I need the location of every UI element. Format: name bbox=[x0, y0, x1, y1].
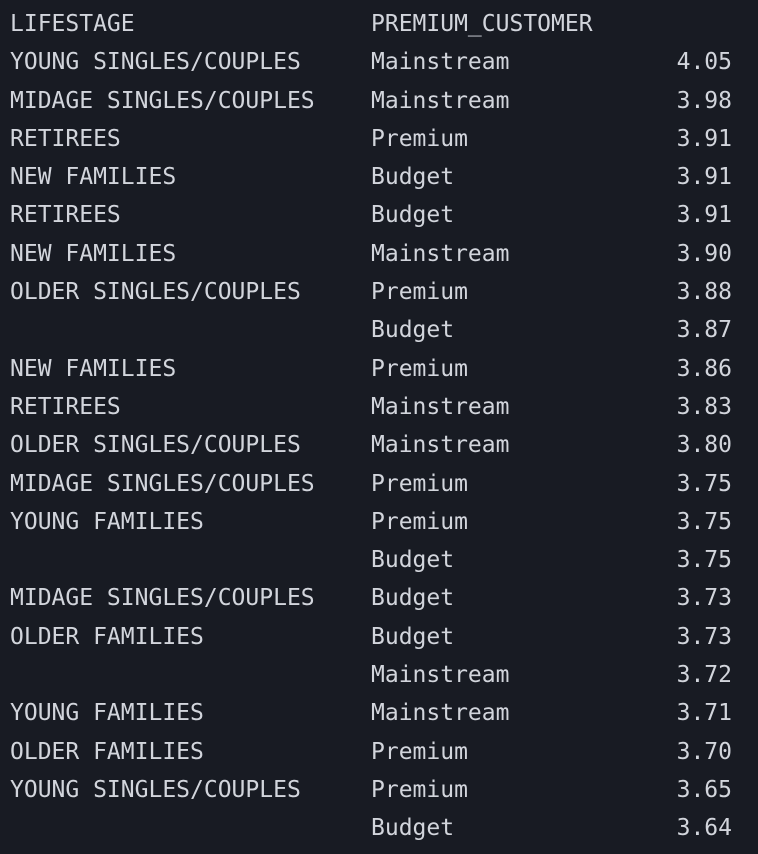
lifestage-cell: YOUNG SINGLES/COUPLES bbox=[10, 776, 301, 803]
lifestage-cell: OLDER SINGLES/COUPLES bbox=[10, 279, 301, 306]
premium-customer-cell: Premium bbox=[371, 279, 468, 306]
value-cell: 3.98 bbox=[676, 87, 732, 114]
lifestage-cell: NEW FAMILIES bbox=[10, 355, 177, 382]
table-row: Budget 3.75 bbox=[0, 541, 758, 579]
table-row: OLDER SINGLES/COUPLES Mainstream 3.80 bbox=[0, 426, 758, 464]
value-cell: 3.91 bbox=[676, 125, 732, 152]
premium-customer-cell: Premium bbox=[371, 776, 468, 803]
value-cell: 3.72 bbox=[676, 662, 732, 689]
lifestage-cell: NEW FAMILIES bbox=[10, 240, 177, 267]
premium-customer-cell: Mainstream bbox=[371, 240, 510, 267]
premium-customer-cell: Mainstream bbox=[371, 700, 510, 727]
lifestage-cell: RETIREES bbox=[10, 125, 121, 152]
premium-customer-cell: Premium bbox=[371, 738, 468, 765]
table-body: YOUNG SINGLES/COUPLES Mainstream 4.05 MIDAG… bbox=[0, 43, 758, 847]
lifestage-cell: NEW FAMILIES bbox=[10, 164, 177, 191]
table-row: MIDAGE SINGLES/COUPLES Mainstream 3.98 bbox=[0, 82, 758, 120]
value-cell: 3.87 bbox=[676, 317, 732, 344]
table-row: YOUNG FAMILIES Premium 3.75 bbox=[0, 503, 758, 541]
table-row: NEW FAMILIES Mainstream 3.90 bbox=[0, 235, 758, 273]
value-cell: 3.90 bbox=[676, 240, 732, 267]
premium-customer-cell: Budget bbox=[371, 164, 455, 191]
value-cell: 3.75 bbox=[676, 547, 732, 574]
lifestage-cell: OLDER FAMILIES bbox=[10, 738, 204, 765]
lifestage-cell: OLDER SINGLES/COUPLES bbox=[10, 432, 301, 459]
table-row: RETIREES Premium 3.91 bbox=[0, 120, 758, 158]
premium-customer-cell: Mainstream bbox=[371, 432, 510, 459]
lifestage-cell: MIDAGE SINGLES/COUPLES bbox=[10, 87, 315, 114]
table-row: MIDAGE SINGLES/COUPLES Budget 3.73 bbox=[0, 579, 758, 617]
premium-customer-cell: Budget bbox=[371, 317, 455, 344]
table-row: Budget 3.87 bbox=[0, 311, 758, 349]
premium-customer-cell: Mainstream bbox=[371, 393, 510, 420]
value-cell: 3.88 bbox=[676, 279, 732, 306]
premium-customer-cell: Budget bbox=[371, 202, 455, 229]
table-row: NEW FAMILIES Premium 3.86 bbox=[0, 350, 758, 388]
value-cell: 3.91 bbox=[676, 164, 732, 191]
value-cell: 4.05 bbox=[676, 49, 732, 76]
table-row: RETIREES Mainstream 3.83 bbox=[0, 388, 758, 426]
premium-customer-cell: Premium bbox=[371, 508, 468, 535]
lifestage-cell: OLDER FAMILIES bbox=[10, 623, 204, 650]
premium-customer-cell: Premium bbox=[371, 470, 468, 497]
table-row: YOUNG SINGLES/COUPLES Premium 3.65 bbox=[0, 771, 758, 809]
premium-customer-cell: Budget bbox=[371, 547, 455, 574]
premium-customer-cell: Budget bbox=[371, 623, 455, 650]
lifestage-cell: YOUNG SINGLES/COUPLES bbox=[10, 49, 301, 76]
premium-customer-cell: Mainstream bbox=[371, 662, 510, 689]
lifestage-cell: YOUNG FAMILIES bbox=[10, 508, 204, 535]
header-premium-customer: PREMIUM_CUSTOMER bbox=[371, 11, 593, 37]
table-row: Budget 3.64 bbox=[0, 809, 758, 847]
lifestage-cell: MIDAGE SINGLES/COUPLES bbox=[10, 470, 315, 497]
table-row: Mainstream 3.72 bbox=[0, 656, 758, 694]
value-cell: 3.64 bbox=[676, 815, 732, 842]
value-cell: 3.75 bbox=[676, 508, 732, 535]
value-cell: 3.83 bbox=[676, 393, 732, 420]
table-row: OLDER FAMILIES Budget 3.73 bbox=[0, 618, 758, 656]
value-cell: 3.70 bbox=[676, 738, 732, 765]
header-lifestage: LIFESTAGE bbox=[10, 11, 135, 37]
table-row: YOUNG SINGLES/COUPLES Mainstream 4.05 bbox=[0, 43, 758, 81]
value-cell: 3.80 bbox=[676, 432, 732, 459]
value-cell: 3.91 bbox=[676, 202, 732, 229]
lifestage-cell: RETIREES bbox=[10, 393, 121, 420]
table-row: YOUNG FAMILIES Mainstream 3.71 bbox=[0, 694, 758, 732]
value-cell: 3.73 bbox=[676, 585, 732, 612]
premium-customer-cell: Mainstream bbox=[371, 87, 510, 114]
table-row: OLDER SINGLES/COUPLES Premium 3.88 bbox=[0, 273, 758, 311]
value-cell: 3.71 bbox=[676, 700, 732, 727]
premium-customer-cell: Budget bbox=[371, 815, 455, 842]
lifestage-cell: YOUNG FAMILIES bbox=[10, 700, 204, 727]
table-row: RETIREES Budget 3.91 bbox=[0, 196, 758, 234]
value-cell: 3.73 bbox=[676, 623, 732, 650]
table-row: MIDAGE SINGLES/COUPLES Premium 3.75 bbox=[0, 465, 758, 503]
premium-customer-cell: Mainstream bbox=[371, 49, 510, 76]
lifestage-cell: MIDAGE SINGLES/COUPLES bbox=[10, 585, 315, 612]
value-cell: 3.75 bbox=[676, 470, 732, 497]
lifestage-cell: RETIREES bbox=[10, 202, 121, 229]
premium-customer-cell: Budget bbox=[371, 585, 455, 612]
table-row: OLDER FAMILIES Premium 3.70 bbox=[0, 733, 758, 771]
value-cell: 3.86 bbox=[676, 355, 732, 382]
value-cell: 3.65 bbox=[676, 776, 732, 803]
premium-customer-cell: Premium bbox=[371, 125, 468, 152]
table-header-row: LIFESTAGE PREMIUM_CUSTOMER bbox=[0, 5, 758, 43]
table-row: NEW FAMILIES Budget 3.91 bbox=[0, 158, 758, 196]
premium-customer-cell: Premium bbox=[371, 355, 468, 382]
